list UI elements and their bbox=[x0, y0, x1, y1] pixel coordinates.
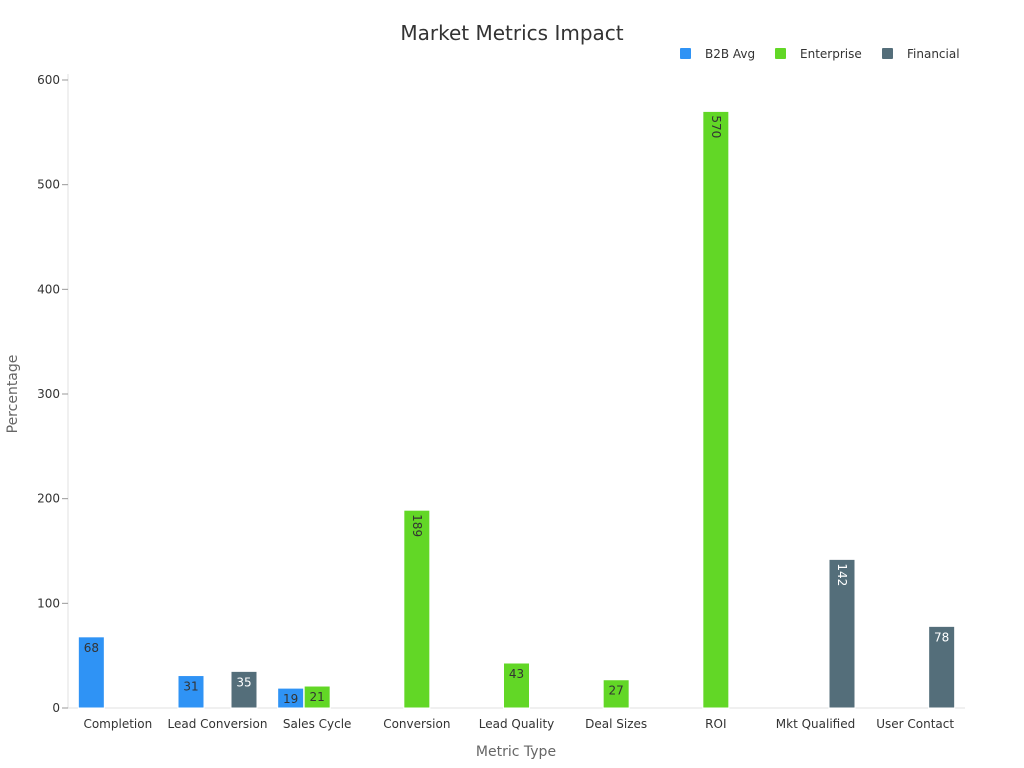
bar bbox=[828, 558, 856, 709]
bar bbox=[77, 636, 105, 709]
bar-value-label: 19 bbox=[283, 692, 298, 706]
legend-label: Enterprise bbox=[800, 47, 862, 61]
bar bbox=[602, 679, 630, 709]
x-axis-title: Metric Type bbox=[476, 744, 556, 760]
bar bbox=[503, 662, 530, 709]
chart-title: Market Metrics Impact bbox=[400, 21, 623, 45]
bar-value-label: 27 bbox=[609, 684, 624, 698]
y-tick-label: 600 bbox=[37, 73, 60, 87]
y-tick-label: 300 bbox=[37, 387, 60, 401]
bars-group bbox=[77, 110, 956, 709]
bar-value-label: 68 bbox=[84, 641, 99, 655]
x-tick-label: Deal Sizes bbox=[585, 717, 647, 731]
legend-swatch bbox=[680, 48, 691, 59]
x-axis: Completion Lead Conversion Sales Cycle Conv… bbox=[68, 707, 965, 731]
bar-value-label: 78 bbox=[934, 630, 949, 644]
x-tick-label: Mkt Qualified bbox=[776, 717, 855, 731]
y-axis: 0 100 200 300 400 500 600 bbox=[37, 73, 69, 715]
x-tick-label: Lead Conversion bbox=[168, 717, 268, 731]
legend: B2B Avg Enterprise Financial bbox=[680, 47, 960, 61]
bar-value-label: 570 bbox=[709, 115, 723, 138]
x-tick-label: Completion bbox=[83, 717, 152, 731]
y-tick-label: 400 bbox=[37, 282, 60, 296]
bar-value-label: 43 bbox=[509, 667, 524, 681]
legend-label: B2B Avg bbox=[705, 47, 755, 61]
y-tick-label: 500 bbox=[37, 178, 60, 192]
bar-labels-group: 68 31 35 19 21 189 43 27 570 142 78 bbox=[84, 115, 950, 706]
bar bbox=[230, 670, 258, 709]
bar-value-label: 189 bbox=[410, 514, 424, 537]
bar-value-label: 31 bbox=[183, 680, 198, 694]
bar-value-label: 35 bbox=[236, 675, 251, 689]
bar-value-label: 21 bbox=[310, 690, 325, 704]
bar bbox=[303, 685, 331, 709]
bar bbox=[177, 675, 205, 709]
bar bbox=[403, 509, 431, 709]
y-axis-title: Percentage bbox=[5, 355, 21, 434]
y-tick-label: 0 bbox=[52, 701, 60, 715]
x-tick-label: Lead Quality bbox=[479, 717, 555, 731]
bar bbox=[702, 110, 730, 709]
bar bbox=[928, 625, 956, 709]
legend-swatch bbox=[775, 48, 786, 59]
legend-label: Financial bbox=[907, 47, 960, 61]
legend-swatch bbox=[882, 48, 893, 59]
y-tick-label: 200 bbox=[37, 492, 60, 506]
x-tick-label: Conversion bbox=[383, 717, 450, 731]
x-tick-label: Sales Cycle bbox=[283, 717, 352, 731]
bar-value-label: 142 bbox=[835, 563, 849, 586]
x-tick-label: ROI bbox=[705, 717, 726, 731]
y-tick-label: 100 bbox=[37, 596, 60, 610]
x-tick-label: User Contact bbox=[876, 717, 954, 731]
